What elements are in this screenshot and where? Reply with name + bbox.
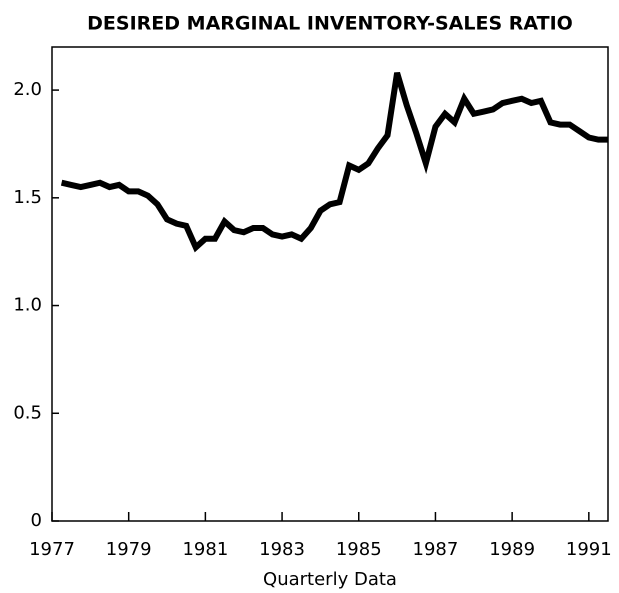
x-tick-label: 1989: [489, 539, 535, 560]
data-line: [60, 72, 608, 253]
x-axis-label: Quarterly Data: [263, 569, 397, 590]
y-tick-label: 1.5: [13, 187, 42, 208]
y-tick-label: 1.0: [13, 295, 42, 316]
x-tick-label: 1991: [566, 539, 612, 560]
chart-title: DESIRED MARGINAL INVENTORY-SALES RATIO: [87, 13, 573, 35]
x-tick-label: 1981: [182, 539, 228, 560]
y-tick-label: 0.5: [13, 402, 42, 423]
plot-frame: [51, 46, 609, 522]
x-tick-label: 1987: [413, 539, 459, 560]
x-tick-label: 1983: [259, 539, 305, 560]
x-tick-label: 1977: [29, 539, 75, 560]
x-tick-label: 1979: [106, 539, 152, 560]
y-tick-label: 0: [31, 510, 42, 531]
y-tick-label: 2.0: [13, 79, 42, 100]
x-tick-label: 1985: [336, 539, 382, 560]
